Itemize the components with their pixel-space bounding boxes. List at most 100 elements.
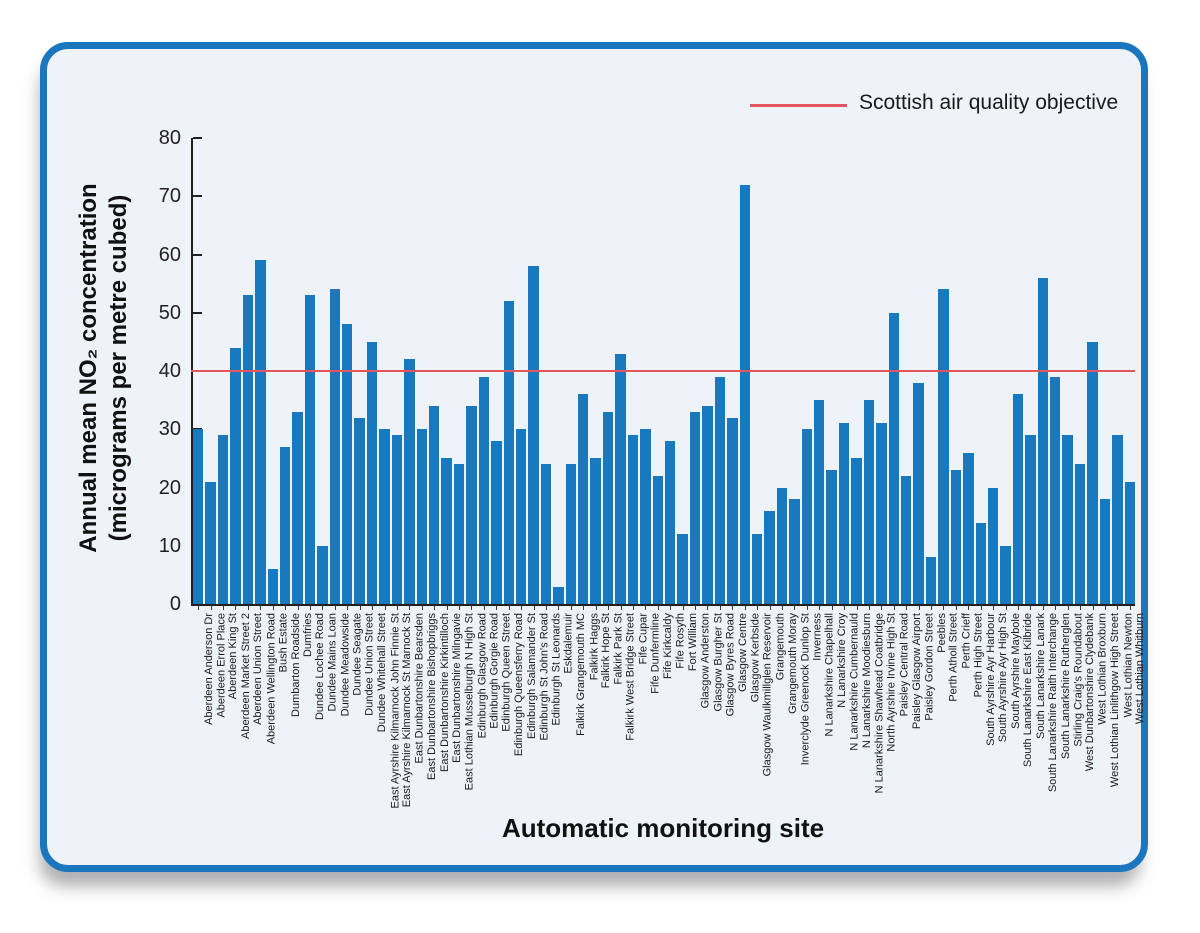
x-category-label: Dundee Whitehall Street (376, 613, 389, 733)
x-tick (993, 606, 995, 610)
x-tick (955, 606, 957, 610)
x-tick (1067, 606, 1069, 610)
x-category-label: Fife Kirkcaldy (662, 613, 675, 680)
bar (466, 405, 477, 604)
bar (1037, 277, 1049, 604)
bar (217, 435, 229, 604)
bar (342, 324, 353, 604)
x-category-label: Glasgow Centre (736, 613, 749, 692)
x-tick (1092, 606, 1094, 610)
x-category-label: Glasgow Anderston (699, 613, 712, 709)
x-category-label: South Lanarkshire Lanark (1034, 613, 1047, 739)
bar (776, 487, 788, 604)
x-category-label: Fife Rosyth (674, 613, 687, 669)
x-category-label: N Lanarkshire Cumbernauld (848, 613, 861, 751)
bar (478, 376, 490, 604)
x-category-label: East Lothian Musselburgh N High St (463, 613, 476, 791)
bar (876, 423, 887, 604)
x-category-label: South Lanarkshire East Kilbride (1022, 613, 1035, 768)
air-quality-objective-line (191, 370, 1135, 372)
x-tick (446, 606, 448, 610)
x-tick (434, 606, 436, 610)
x-tick (285, 606, 287, 610)
bar (491, 440, 502, 604)
bar (950, 470, 962, 604)
x-category-label: Paisley Gordon Street (923, 613, 936, 721)
x-tick (943, 606, 945, 610)
x-tick (819, 606, 821, 610)
x-tick (868, 606, 870, 610)
bar (838, 423, 850, 604)
x-tick (372, 606, 374, 610)
y-tick-label: 10 (158, 534, 181, 557)
x-tick (272, 606, 274, 610)
y-tick-label: 70 (158, 185, 181, 208)
bar (1012, 394, 1024, 604)
x-category-label: Falkirk Grangemouth MC (575, 613, 588, 736)
x-tick (732, 606, 734, 610)
y-tick-label: 80 (158, 127, 181, 149)
x-category-label: Glasgow Byres Road (724, 613, 737, 717)
x-category-label: Edinburgh Gorgie Road (488, 613, 501, 729)
x-tick (968, 606, 970, 610)
x-tick (856, 606, 858, 610)
x-tick (1030, 606, 1032, 610)
x-tick (483, 606, 485, 610)
bar (888, 312, 899, 604)
y-tick-label: 30 (158, 418, 181, 441)
plot-area (193, 138, 1135, 604)
bar (1124, 481, 1135, 604)
x-category-label: Dundee Union Street (364, 613, 377, 716)
bar (354, 417, 365, 604)
x-category-label: Inverclyde Greenock Dunlop St (798, 613, 811, 766)
x-category-label: East Ayrshire Kilmarnock John Finnie St (389, 613, 402, 809)
x-category-label: Glasgow Kerbside (749, 613, 762, 703)
bar (863, 400, 875, 604)
bar (255, 260, 266, 604)
x-category-label: Aberdeen King St (227, 613, 240, 700)
x-category-label: West Lothian Whitburn (1134, 613, 1147, 725)
x-tick (1104, 606, 1106, 610)
x-category-label: East Dunbartonshire Bishopbriggs (426, 613, 439, 780)
x-category-label: East Ayrshire Kilmarnock St Marnock St (401, 613, 414, 808)
y-tick-label: 20 (158, 476, 181, 499)
x-category-label: Perth Atholl Street (947, 613, 960, 702)
bar (429, 405, 440, 604)
x-tick (608, 606, 610, 610)
x-tick (794, 606, 796, 610)
bar (665, 440, 676, 604)
x-tick (620, 606, 622, 610)
x-tick (496, 606, 498, 610)
x-tick (508, 606, 510, 610)
x-category-label: Fort William (687, 613, 700, 672)
bar (329, 289, 341, 604)
x-category-label: Inverness (811, 613, 824, 661)
x-category-label: N Lanarkshire Croy (836, 613, 849, 708)
bar (814, 400, 825, 604)
x-category-label: West Dunbartonshire Clydebank (1084, 613, 1097, 772)
x-category-label: Edinburgh Salamander St (525, 613, 538, 739)
x-tick (906, 606, 908, 610)
bar (242, 295, 254, 604)
x-tick (396, 606, 398, 610)
x-tick (223, 606, 225, 610)
x-category-label: Edinburgh Glasgow Road (475, 613, 488, 739)
bar (938, 289, 949, 604)
x-tick (695, 606, 697, 610)
bar (205, 481, 216, 604)
x-category-label: South Ayrshire Maybole (1010, 613, 1023, 729)
bar (540, 464, 552, 604)
x-category-label: Fife Dunfermline (649, 613, 662, 694)
x-category-label: East Dunbartonshire Bearsden (413, 613, 426, 764)
bar (590, 458, 601, 604)
x-category-label: Dundee Seagate (351, 613, 364, 696)
bar (528, 266, 539, 604)
x-category-label: Dumbarton Roadside (289, 613, 302, 717)
bar (453, 464, 465, 604)
bar (751, 534, 763, 604)
bar (578, 394, 589, 604)
bar (702, 405, 713, 604)
bar (391, 435, 403, 604)
x-tick (931, 606, 933, 610)
